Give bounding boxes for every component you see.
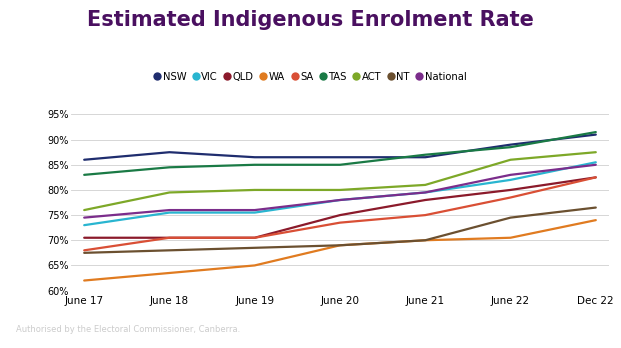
Legend: NSW, VIC, QLD, WA, SA, TAS, ACT, NT, National: NSW, VIC, QLD, WA, SA, TAS, ACT, NT, Nat…: [150, 68, 471, 86]
Text: Authorised by the Electoral Commissioner, Canberra.: Authorised by the Electoral Commissioner…: [16, 325, 240, 334]
Text: Estimated Indigenous Enrolment Rate: Estimated Indigenous Enrolment Rate: [87, 10, 534, 30]
